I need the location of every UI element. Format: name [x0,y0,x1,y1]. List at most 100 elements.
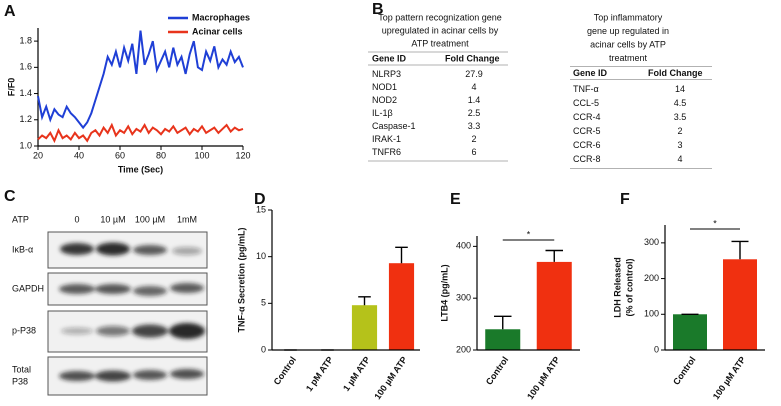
y-tick-label: 0 [261,344,266,354]
x-tick-label: Control [671,355,698,387]
lane-label: 100 µM [135,214,165,224]
band [169,323,205,339]
table-cell: CCR-8 [573,154,601,164]
band [60,243,94,255]
table-cell: CCR-6 [573,140,601,150]
blot-row-label: Total [12,364,31,374]
band [172,247,202,255]
table-title: treatment [609,53,648,63]
y-tick-label: 15 [256,204,266,214]
legend-label: Macrophages [192,12,250,22]
bar [673,314,707,350]
table-cell: 2 [677,126,682,136]
band [132,324,168,338]
y-axis-label: (% of control) [624,259,634,317]
blot-row-label: GAPDH [12,283,44,293]
error-bar [395,246,408,264]
table-title: upregulated in acinar cells by [382,25,499,35]
bar [388,263,415,350]
y-tick-label: 1.2 [19,114,32,124]
table-title: acinar cells by ATP [590,39,666,49]
y-tick-label: 0 [654,344,659,354]
y-axis-label: LDH Released [612,257,622,318]
y-tick-label: 400 [456,241,471,251]
band [170,369,204,379]
x-tick-label: 1 µM ATP [341,355,372,393]
table-title: gene up regulated in [587,26,669,36]
y-tick-label: 300 [644,237,659,247]
panel-label: C [4,188,16,205]
significance-label: * [527,229,531,239]
band [133,245,167,255]
band [133,370,167,380]
x-tick-label: 100 µM ATP [711,355,748,401]
x-tick-label: 100 µM ATP [525,355,562,401]
x-tick-label: Control [484,355,511,387]
table-cell: 3.5 [674,112,687,122]
table-header: Fold Change [445,53,500,63]
table-cell: TNF-α [573,84,599,94]
panel-label: B [372,1,384,18]
table-cell: 3 [677,140,682,150]
line-series [37,122,244,144]
table-cell: 4 [677,154,682,164]
table-header: Fold Change [648,68,703,78]
band [96,242,130,256]
table-cell: IRAK-1 [372,134,401,144]
table-cell: NLRP3 [372,69,401,79]
error-bar [545,249,564,262]
band [96,326,130,336]
y-axis-label: LTB4 (pg/mL) [439,264,449,321]
band [61,327,93,335]
table-cell: IL-1β [372,108,393,118]
panel-label: F [620,191,630,208]
panel-label: E [450,191,461,208]
x-tick-label: Control [272,355,299,387]
y-tick-label: 1.4 [19,88,32,98]
y-tick-label: 200 [456,344,471,354]
x-tick-label: 100 [194,150,209,160]
panel-label: A [4,3,16,20]
table-cell: TNFR6 [372,147,401,157]
table-cell: 4 [471,82,476,92]
table-cell: 27.9 [465,69,483,79]
y-tick-label: 200 [644,273,659,283]
bar [536,261,572,350]
blot-images [47,231,208,396]
table-header: Gene ID [372,53,407,63]
lane-label: 0 [74,214,79,224]
error-bar [493,315,512,330]
legend-label: Acinar cells [192,26,243,36]
bar [723,259,757,350]
band [170,283,204,293]
x-tick-label: 40 [74,150,84,160]
error-bar [731,240,749,260]
y-tick-label: 1.6 [19,62,32,72]
table-title: ATP treatment [411,38,469,48]
table-cell: 3.3 [468,121,481,131]
table-cell: 6 [471,147,476,157]
band [59,284,95,294]
bar [351,305,378,350]
blot-row-label: p-P38 [12,325,36,335]
bar [485,329,521,350]
table-cell: 2 [471,134,476,144]
table-cell: CCR-5 [573,126,601,136]
table-cell: Caspase-1 [372,121,416,131]
blot-row-label: IκB-α [12,244,33,254]
table-title: Top inflammatory [594,12,663,22]
y-tick-label: 10 [256,251,266,261]
y-axis-label: F/F0 [6,78,16,97]
x-tick-label: 120 [235,150,250,160]
table-cell: CCL-5 [573,98,599,108]
panel-label: D [254,191,266,208]
blot-row-label: P38 [12,376,28,386]
treatment-label: ATP [12,214,29,224]
x-tick-label: 100 µM ATP [372,355,409,401]
table-cell: 14 [675,84,685,94]
lane-label: 10 µM [100,214,125,224]
error-bar [358,296,371,306]
table-cell: CCR-4 [573,112,601,122]
